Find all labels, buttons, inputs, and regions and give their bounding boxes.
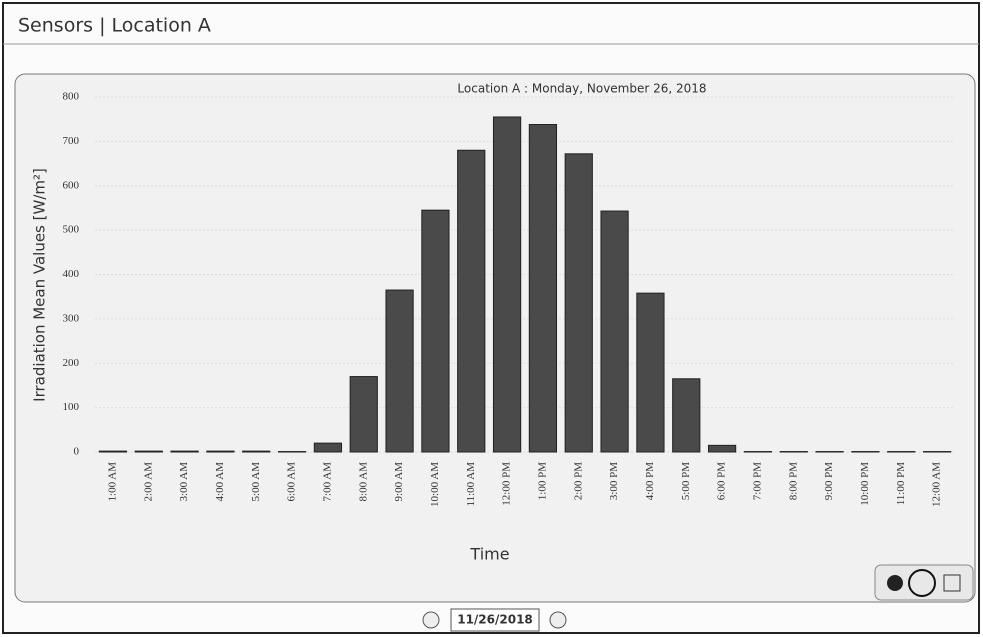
y-tick-label: 300 xyxy=(63,312,80,324)
x-tick-label: 1:00 PM xyxy=(536,462,548,500)
y-tick-label: 800 xyxy=(63,91,80,103)
info-button[interactable] xyxy=(887,575,903,591)
bar xyxy=(134,450,163,453)
fullscreen-button[interactable] xyxy=(943,574,961,592)
x-tick-label: 1:00 AM xyxy=(106,462,118,502)
bar xyxy=(528,124,558,453)
bar xyxy=(672,378,701,453)
bar xyxy=(242,450,271,453)
chart-title: Location A : Monday, November 26, 2018 xyxy=(457,82,706,96)
x-tick-label: 5:00 AM xyxy=(250,462,262,502)
x-tick-label: 7:00 PM xyxy=(751,462,763,500)
bar xyxy=(564,153,593,453)
x-tick-label: 11:00 PM xyxy=(895,462,907,506)
x-tick-label: 11:00 AM xyxy=(465,462,477,507)
x-tick-label: 3:00 AM xyxy=(178,462,190,502)
x-axis-label: Time xyxy=(469,545,509,564)
bar xyxy=(421,209,450,453)
x-tick-label: 3:00 PM xyxy=(608,462,620,500)
x-tick-label: 6:00 PM xyxy=(716,462,728,500)
x-tick-label: 5:00 PM xyxy=(680,462,692,500)
export-button[interactable] xyxy=(908,569,936,597)
bar xyxy=(385,289,414,453)
x-tick-label: 9:00 AM xyxy=(393,462,405,502)
bar xyxy=(98,450,128,453)
bar xyxy=(492,116,522,453)
y-axis-label: Irradiation Mean Values [W/m²] xyxy=(31,168,49,402)
y-tick-label: 700 xyxy=(63,135,80,147)
bar xyxy=(206,450,235,453)
x-tick-label: 10:00 PM xyxy=(859,462,871,506)
y-tick-label: 500 xyxy=(63,224,80,236)
x-tick-label: 4:00 AM xyxy=(214,462,226,502)
x-tick-label: 10:00 AM xyxy=(429,462,441,507)
x-tick-label: 8:00 PM xyxy=(787,462,799,500)
bar xyxy=(313,442,343,453)
x-tick-label: 2:00 AM xyxy=(142,462,154,502)
y-tick-label: 600 xyxy=(63,179,80,191)
y-tick-label: 200 xyxy=(63,357,80,369)
y-tick-label: 0 xyxy=(74,446,80,458)
date-text: 11/26/2018 xyxy=(457,613,533,627)
prev-day-button[interactable] xyxy=(422,611,440,629)
bar xyxy=(707,444,737,453)
bar xyxy=(349,376,378,453)
x-tick-label: 4:00 PM xyxy=(644,462,656,500)
date-box[interactable] xyxy=(450,608,540,632)
bar xyxy=(457,149,486,453)
y-tick-label: 100 xyxy=(63,401,80,413)
chart-tools xyxy=(874,564,974,601)
header-title: Sensors | Location A xyxy=(18,15,211,37)
bar xyxy=(170,450,199,453)
x-tick-label: 12:00 PM xyxy=(501,462,513,506)
x-tick-label: 2:00 PM xyxy=(572,462,584,500)
x-tick-label: 9:00 PM xyxy=(823,462,835,500)
date-picker: 11/26/2018 xyxy=(422,608,567,632)
x-tick-label: 8:00 AM xyxy=(357,462,369,502)
x-tick-label: 6:00 AM xyxy=(286,462,298,502)
bar xyxy=(636,292,665,453)
bar xyxy=(600,210,629,453)
y-tick-label: 400 xyxy=(63,268,80,280)
x-tick-label: 7:00 AM xyxy=(321,462,333,502)
next-day-button[interactable] xyxy=(549,611,567,629)
x-tick-label: 12:00 AM xyxy=(931,462,943,507)
